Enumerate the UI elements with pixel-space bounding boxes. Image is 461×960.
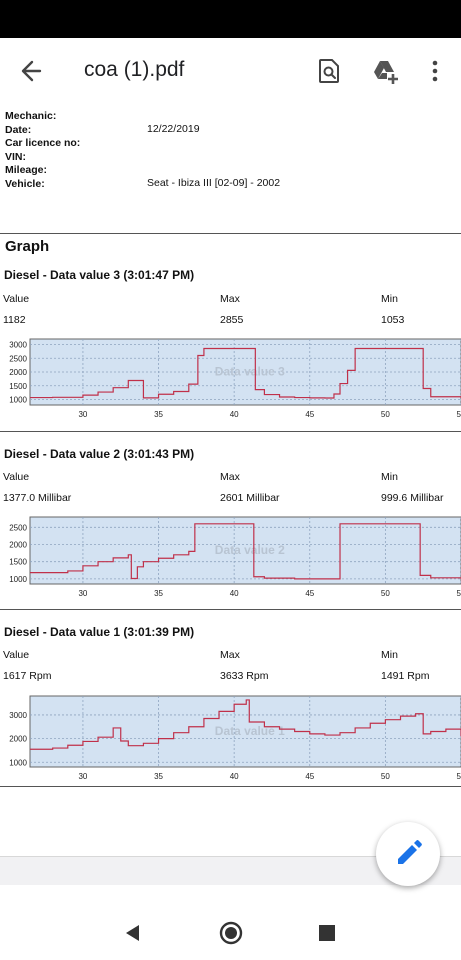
section-title: Diesel - Data value 1 (3:01:39 PM) [4,625,195,639]
x-tick-label: 30 [78,410,87,419]
y-tick-label: 1000 [9,758,27,767]
min-header: Min [381,649,398,661]
date-label: Date: [5,123,32,136]
current-value: 1182 [3,314,26,326]
y-tick-label: 2500 [9,523,27,532]
divider [0,431,461,432]
value-header: Value [3,649,30,661]
value-header: Value [3,471,30,483]
graph-heading: Graph [5,238,50,255]
series-line [30,699,461,750]
app-bar: coa (1).pdf [0,38,461,105]
chart-watermark: Data value 3 [215,364,285,378]
more-options-icon[interactable] [420,56,450,86]
current-value: 1377.0 Millibar [3,492,72,504]
y-tick-label: 2000 [9,540,27,549]
y-tick-label: 1500 [9,382,27,391]
pdf-page: Mechanic: Date: Car licence no: VIN: Mil… [0,104,461,856]
min-value: 1053 [381,314,405,326]
plot-area [29,338,461,406]
nav-recents-icon[interactable] [317,923,337,943]
max-header: Max [220,649,240,661]
pencil-icon [398,840,422,864]
data-value-2-chart: 2500 2000 1500 1000 30 35 40 45 50 55 Data value 2 [9,516,461,598]
divider [0,786,461,787]
x-tick-label: 35 [154,589,163,598]
series-line [30,523,461,580]
min-value: 999.6 Millibar [381,492,444,504]
edit-button[interactable] [376,822,440,886]
data-value-3-chart: 3000 2500 2000 1500 1000 30 35 40 45 50 55 Data val… [9,338,461,419]
section-title: Diesel - Data value 3 (3:01:47 PM) [4,268,195,282]
x-tick-label: 55 [457,410,461,419]
current-value: 1617 Rpm [3,670,52,682]
x-tick-label: 40 [230,772,239,781]
x-tick-label: 30 [78,589,87,598]
chart-watermark: Data value 2 [215,543,285,557]
max-header: Max [220,471,240,483]
x-tick-label: 55 [457,589,461,598]
x-tick-label: 35 [154,410,163,419]
plot-area [29,516,461,585]
y-tick-label: 3000 [9,711,27,720]
x-tick-label: 55 [457,772,461,781]
x-tick-label: 40 [230,410,239,419]
nav-home-icon[interactable] [218,920,244,946]
licence-label: Car licence no: [5,137,81,149]
min-value: 1491 Rpm [381,670,430,682]
y-tick-label: 2500 [9,354,27,363]
nav-back-icon[interactable] [122,922,144,944]
max-value: 3633 Rpm [220,670,269,682]
y-tick-label: 2000 [9,735,27,744]
x-tick-label: 30 [78,772,87,781]
data-value-1-chart: 3000 2000 1000 30 35 40 45 50 55 Data value 1 [9,695,461,781]
back-arrow-icon[interactable] [18,57,48,85]
value-header: Value [3,293,30,305]
max-value: 2601 Millibar [220,492,280,504]
y-tick-label: 1000 [9,396,27,405]
vehicle-info-labels: Mechanic: Date: Car licence no: VIN: Mil… [5,110,80,191]
x-tick-label: 45 [305,772,314,781]
mileage-label: Mileage: [5,164,48,176]
series-line [30,347,461,399]
plot-area [29,695,461,768]
mechanic-label: Mechanic: [5,110,57,122]
x-tick-label: 45 [305,410,314,419]
vin-label: VIN: [5,150,26,163]
x-tick-label: 45 [305,589,314,598]
system-nav-bar [0,906,461,960]
divider [0,233,461,234]
x-tick-label: 50 [381,589,390,598]
status-bar [0,0,461,38]
y-tick-label: 1500 [9,558,27,567]
section-title: Diesel - Data value 2 (3:01:43 PM) [4,447,195,461]
y-tick-label: 3000 [9,341,27,350]
max-value: 2855 [220,314,244,326]
x-tick-label: 40 [230,589,239,598]
x-tick-label: 50 [381,772,390,781]
document-title: coa (1).pdf [84,58,185,81]
y-tick-label: 1000 [9,575,27,584]
divider [0,609,461,610]
x-tick-label: 35 [154,772,163,781]
date-value: 12/22/2019 [147,123,200,135]
vehicle-value: Seat - Ibiza III [02-09] - 2002 [147,177,281,189]
add-to-drive-icon[interactable] [370,56,400,86]
find-in-page-icon[interactable] [314,56,344,86]
x-tick-label: 50 [381,410,390,419]
min-header: Min [381,471,398,483]
max-header: Max [220,293,240,305]
min-header: Min [381,293,398,305]
vehicle-label: Vehicle: [5,177,45,190]
chart-watermark: Data value 1 [215,724,285,738]
y-tick-label: 2000 [9,368,27,377]
